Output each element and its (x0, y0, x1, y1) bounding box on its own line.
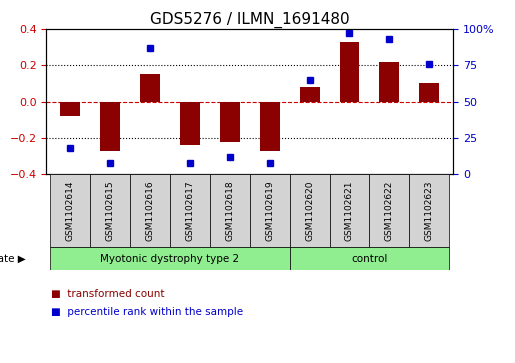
Text: ■  transformed count: ■ transformed count (52, 289, 165, 299)
FancyBboxPatch shape (130, 174, 170, 247)
Text: GSM1102622: GSM1102622 (385, 180, 394, 241)
FancyBboxPatch shape (250, 174, 289, 247)
Bar (100, 102, 120, 151)
FancyBboxPatch shape (369, 174, 409, 247)
Bar (419, 83, 439, 102)
Text: GSM1102615: GSM1102615 (106, 180, 115, 241)
Text: GSM1102621: GSM1102621 (345, 180, 354, 241)
Text: GSM1102617: GSM1102617 (185, 180, 195, 241)
FancyBboxPatch shape (289, 174, 330, 247)
FancyBboxPatch shape (50, 247, 289, 270)
FancyBboxPatch shape (330, 174, 369, 247)
Bar (220, 102, 240, 142)
FancyBboxPatch shape (409, 174, 449, 247)
Text: control: control (351, 254, 388, 264)
FancyBboxPatch shape (210, 174, 250, 247)
FancyBboxPatch shape (50, 174, 90, 247)
Text: GSM1102620: GSM1102620 (305, 180, 314, 241)
FancyBboxPatch shape (90, 174, 130, 247)
Bar (380, 62, 399, 102)
Bar (140, 74, 160, 102)
Text: disease state ▶: disease state ▶ (0, 254, 26, 264)
Text: GSM1102619: GSM1102619 (265, 180, 274, 241)
Bar (300, 87, 320, 102)
Text: GSM1102623: GSM1102623 (425, 180, 434, 241)
Bar (339, 42, 359, 102)
Text: ■  percentile rank within the sample: ■ percentile rank within the sample (52, 307, 244, 317)
Text: GSM1102618: GSM1102618 (226, 180, 234, 241)
Bar (180, 102, 200, 145)
Text: GSM1102614: GSM1102614 (66, 180, 75, 241)
Bar (60, 102, 80, 116)
FancyBboxPatch shape (289, 247, 449, 270)
Bar (260, 102, 280, 151)
FancyBboxPatch shape (170, 174, 210, 247)
Text: Myotonic dystrophy type 2: Myotonic dystrophy type 2 (100, 254, 239, 264)
Title: GDS5276 / ILMN_1691480: GDS5276 / ILMN_1691480 (150, 12, 350, 28)
Text: GSM1102616: GSM1102616 (146, 180, 154, 241)
